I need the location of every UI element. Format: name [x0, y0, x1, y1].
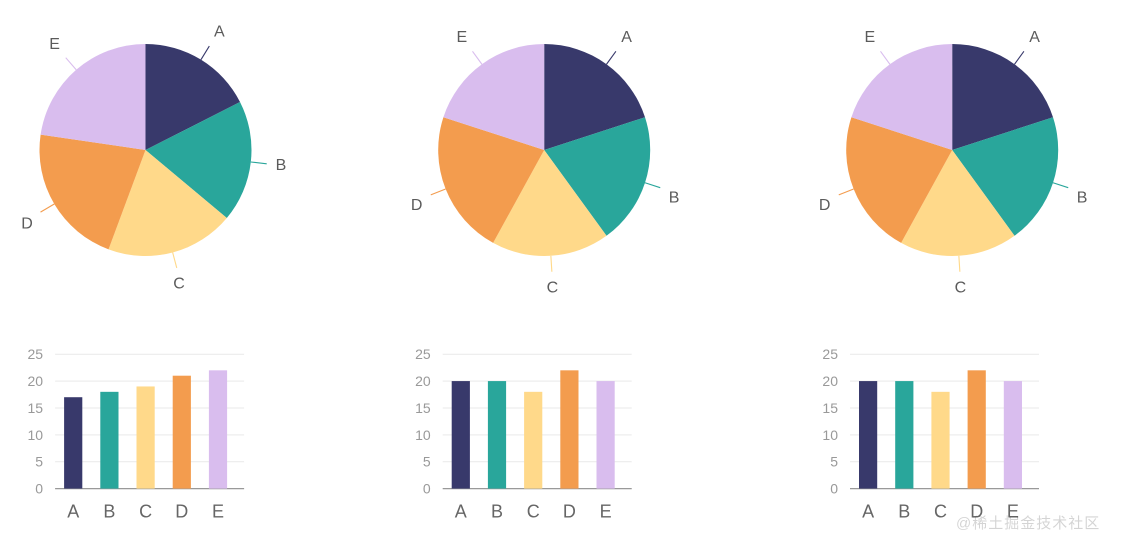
svg-text:E: E	[457, 29, 468, 46]
svg-text:5: 5	[35, 454, 43, 470]
svg-text:0: 0	[423, 481, 431, 497]
svg-text:B: B	[491, 502, 503, 522]
svg-text:E: E	[600, 502, 612, 522]
svg-text:25: 25	[415, 346, 431, 362]
svg-text:15: 15	[28, 400, 44, 416]
svg-text:A: A	[67, 502, 79, 522]
svg-text:5: 5	[830, 454, 838, 470]
svg-text:B: B	[1077, 189, 1088, 206]
svg-text:B: B	[669, 189, 680, 206]
svg-text:A: A	[455, 502, 467, 522]
svg-text:B: B	[103, 502, 115, 522]
svg-text:0: 0	[35, 481, 43, 497]
svg-text:B: B	[898, 502, 910, 522]
svg-text:20: 20	[28, 373, 44, 389]
svg-text:C: C	[139, 502, 152, 522]
svg-text:20: 20	[415, 373, 431, 389]
svg-text:10: 10	[822, 427, 838, 443]
svg-text:10: 10	[415, 427, 431, 443]
svg-text:0: 0	[830, 481, 838, 497]
svg-text:A: A	[621, 29, 632, 46]
svg-text:C: C	[934, 502, 947, 522]
svg-text:25: 25	[822, 346, 838, 362]
svg-text:15: 15	[415, 400, 431, 416]
svg-text:15: 15	[822, 400, 838, 416]
svg-text:20: 20	[822, 373, 838, 389]
svg-text:E: E	[865, 29, 876, 46]
svg-text:25: 25	[28, 346, 44, 362]
svg-text:E: E	[212, 502, 224, 522]
svg-text:C: C	[173, 276, 185, 293]
svg-text:D: D	[21, 216, 33, 233]
svg-text:A: A	[214, 23, 225, 40]
svg-text:10: 10	[28, 427, 44, 443]
svg-text:D: D	[175, 502, 188, 522]
svg-text:A: A	[862, 502, 874, 522]
svg-text:D: D	[411, 197, 423, 214]
svg-text:D: D	[819, 197, 831, 214]
svg-text:C: C	[547, 280, 559, 297]
svg-text:D: D	[563, 502, 576, 522]
svg-text:C: C	[955, 280, 967, 297]
svg-text:E: E	[49, 36, 60, 53]
svg-text:A: A	[1029, 29, 1040, 46]
svg-text:B: B	[276, 157, 287, 174]
svg-text:C: C	[527, 502, 540, 522]
svg-text:5: 5	[423, 454, 431, 470]
